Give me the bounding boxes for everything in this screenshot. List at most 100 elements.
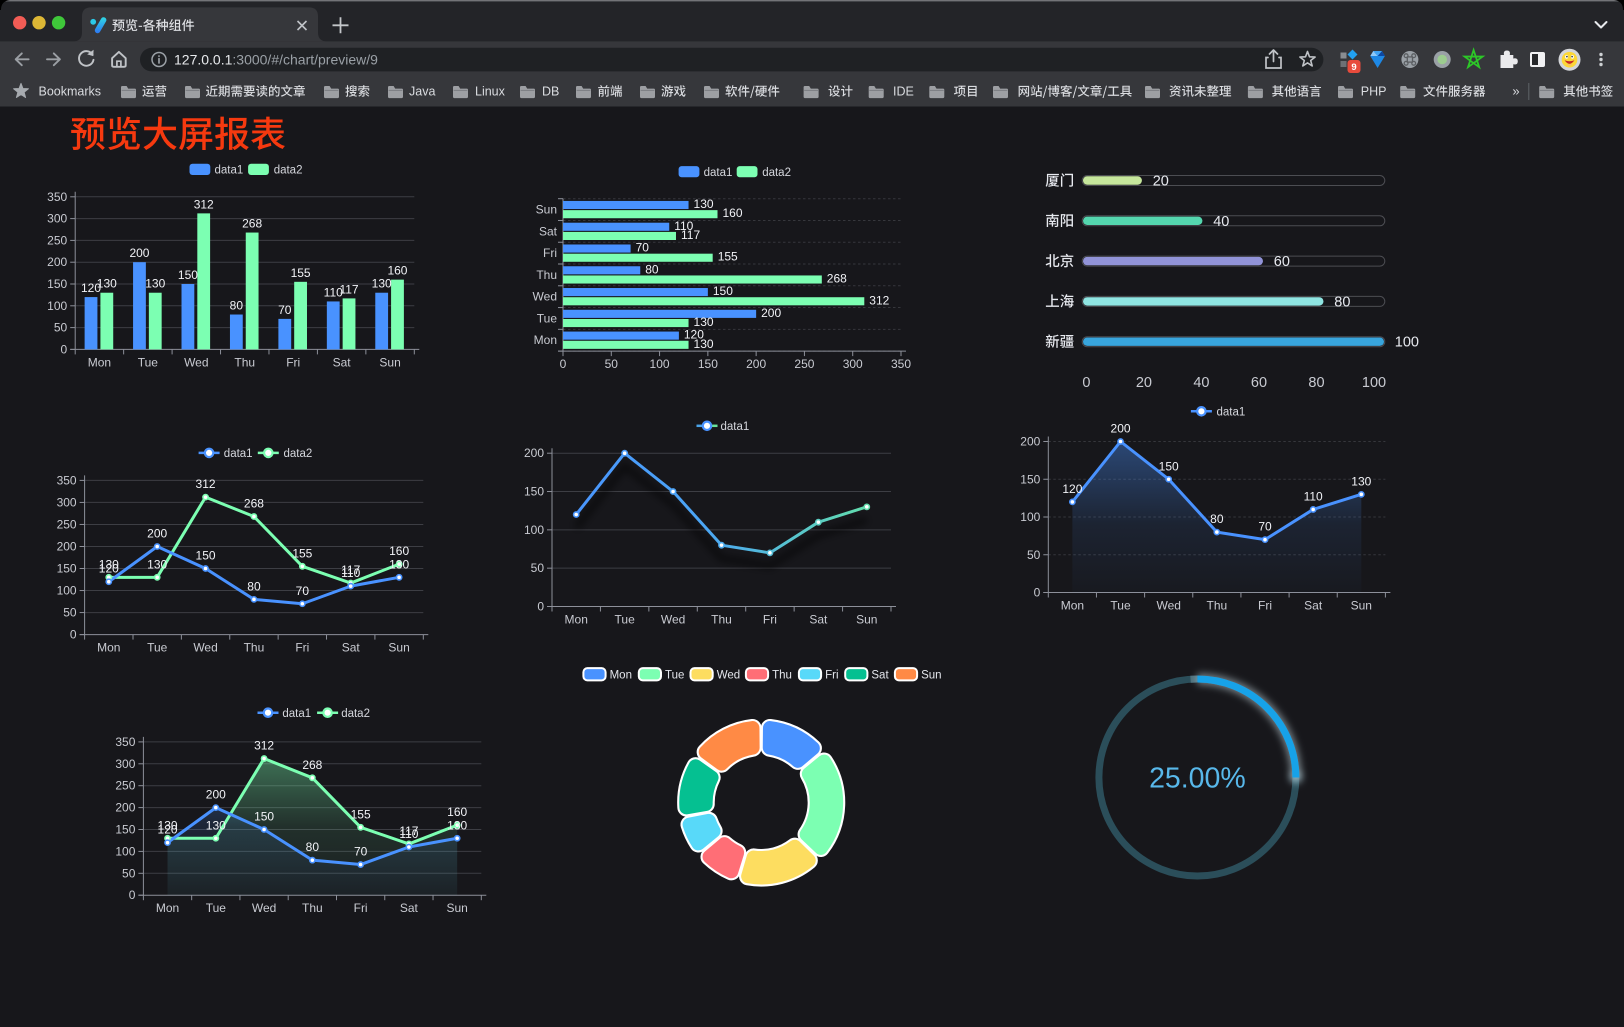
svg-text:100: 100 bbox=[1362, 375, 1386, 391]
svg-text:200: 200 bbox=[206, 788, 226, 802]
svg-text:Wed: Wed bbox=[1156, 599, 1180, 613]
svg-text:130: 130 bbox=[145, 277, 165, 291]
svg-text:350: 350 bbox=[47, 190, 67, 204]
svg-text:120: 120 bbox=[1062, 482, 1082, 496]
svg-text:Fri: Fri bbox=[1258, 599, 1272, 613]
svg-text:150: 150 bbox=[713, 284, 733, 298]
svg-text:50: 50 bbox=[605, 357, 619, 371]
svg-text:data2: data2 bbox=[341, 708, 370, 720]
svg-text:100: 100 bbox=[57, 584, 77, 598]
svg-text:130: 130 bbox=[99, 557, 119, 571]
svg-text:110: 110 bbox=[399, 827, 418, 841]
svg-text:130: 130 bbox=[97, 277, 117, 291]
svg-text:312: 312 bbox=[196, 477, 216, 491]
svg-text:268: 268 bbox=[302, 758, 322, 772]
svg-text:Bookmarks: Bookmarks bbox=[39, 85, 102, 99]
svg-text:150: 150 bbox=[115, 823, 135, 837]
svg-text:0: 0 bbox=[70, 628, 77, 642]
svg-text:Thu: Thu bbox=[244, 641, 265, 655]
svg-text:Fri: Fri bbox=[286, 355, 300, 369]
svg-text:110: 110 bbox=[674, 219, 693, 233]
svg-text:155: 155 bbox=[292, 546, 312, 560]
svg-text:Sat: Sat bbox=[1304, 599, 1323, 613]
svg-text:50: 50 bbox=[531, 561, 545, 575]
svg-text:Fri: Fri bbox=[543, 246, 557, 260]
svg-text:100: 100 bbox=[115, 844, 135, 858]
svg-text:150: 150 bbox=[1020, 472, 1040, 486]
svg-text:data2: data2 bbox=[762, 167, 791, 179]
svg-text:50: 50 bbox=[122, 866, 136, 880]
svg-text:20: 20 bbox=[1136, 375, 1152, 391]
svg-text:120: 120 bbox=[81, 281, 101, 295]
svg-text:0: 0 bbox=[537, 600, 544, 614]
svg-text:data1: data1 bbox=[1217, 407, 1246, 419]
svg-text:80: 80 bbox=[645, 262, 659, 276]
svg-text:Sun: Sun bbox=[856, 613, 877, 627]
svg-text:70: 70 bbox=[636, 241, 650, 255]
svg-text:Mon: Mon bbox=[565, 613, 588, 627]
svg-text:268: 268 bbox=[244, 497, 264, 511]
svg-text:0: 0 bbox=[560, 357, 567, 371]
svg-text:117: 117 bbox=[681, 228, 700, 242]
svg-text:Tue: Tue bbox=[665, 669, 684, 681]
svg-text:Sat: Sat bbox=[871, 669, 889, 681]
svg-text:Wed: Wed bbox=[661, 613, 685, 627]
svg-text:Tue: Tue bbox=[1110, 599, 1131, 613]
svg-text:Tue: Tue bbox=[615, 613, 636, 627]
svg-text:110: 110 bbox=[324, 285, 343, 299]
svg-text:160: 160 bbox=[723, 206, 743, 220]
svg-text:350: 350 bbox=[115, 735, 135, 749]
svg-text:200: 200 bbox=[147, 526, 167, 540]
svg-text:DB: DB bbox=[542, 85, 559, 99]
svg-text:160: 160 bbox=[387, 264, 407, 278]
svg-text:155: 155 bbox=[718, 250, 738, 264]
svg-text:Tue: Tue bbox=[206, 901, 227, 915]
svg-text:312: 312 bbox=[254, 739, 274, 753]
svg-text:130: 130 bbox=[1351, 474, 1371, 488]
svg-text:120: 120 bbox=[158, 823, 178, 837]
svg-text:130: 130 bbox=[694, 315, 714, 329]
svg-text:40: 40 bbox=[1193, 375, 1209, 391]
svg-text:»: » bbox=[1512, 84, 1519, 99]
svg-text:130: 130 bbox=[389, 557, 409, 571]
svg-text:Sat: Sat bbox=[809, 613, 828, 627]
svg-text:300: 300 bbox=[115, 757, 135, 771]
svg-text:200: 200 bbox=[57, 539, 77, 553]
svg-text:110: 110 bbox=[341, 566, 360, 580]
svg-text:155: 155 bbox=[351, 807, 371, 821]
svg-text:127.0.0.1:3000/#/chart/preview: 127.0.0.1:3000/#/chart/preview/9 bbox=[174, 51, 378, 67]
svg-text:Mon: Mon bbox=[1061, 599, 1084, 613]
svg-text:Wed: Wed bbox=[533, 290, 557, 304]
svg-text:data1: data1 bbox=[704, 167, 733, 179]
svg-text:Sun: Sun bbox=[1351, 599, 1372, 613]
svg-text:data1: data1 bbox=[721, 421, 750, 433]
svg-text:160: 160 bbox=[447, 805, 467, 819]
svg-text:Wed: Wed bbox=[184, 355, 208, 369]
svg-text:250: 250 bbox=[115, 779, 135, 793]
svg-text:60: 60 bbox=[1251, 375, 1267, 391]
svg-text:130: 130 bbox=[694, 337, 714, 351]
svg-text:200: 200 bbox=[746, 357, 766, 371]
svg-text:0: 0 bbox=[1034, 586, 1041, 600]
svg-text:312: 312 bbox=[869, 293, 889, 307]
svg-text:200: 200 bbox=[115, 801, 135, 815]
svg-text:data1: data1 bbox=[282, 708, 311, 720]
svg-text:100: 100 bbox=[47, 299, 67, 313]
svg-text:150: 150 bbox=[698, 357, 718, 371]
svg-text:80: 80 bbox=[247, 579, 261, 593]
svg-text:80: 80 bbox=[1210, 512, 1224, 526]
svg-text:data1: data1 bbox=[215, 165, 244, 177]
svg-text:80: 80 bbox=[1308, 375, 1324, 391]
svg-text:Wed: Wed bbox=[717, 669, 740, 681]
svg-text:200: 200 bbox=[761, 306, 781, 320]
svg-text:200: 200 bbox=[129, 246, 149, 260]
svg-text:60: 60 bbox=[1274, 254, 1290, 270]
svg-text:117: 117 bbox=[341, 563, 360, 577]
svg-text:268: 268 bbox=[242, 217, 262, 231]
svg-text:Thu: Thu bbox=[302, 901, 323, 915]
svg-text:0: 0 bbox=[129, 888, 136, 902]
svg-text:Sat: Sat bbox=[342, 641, 361, 655]
svg-text:150: 150 bbox=[196, 549, 216, 563]
svg-text:50: 50 bbox=[63, 606, 77, 620]
svg-text:Sun: Sun bbox=[446, 901, 467, 915]
